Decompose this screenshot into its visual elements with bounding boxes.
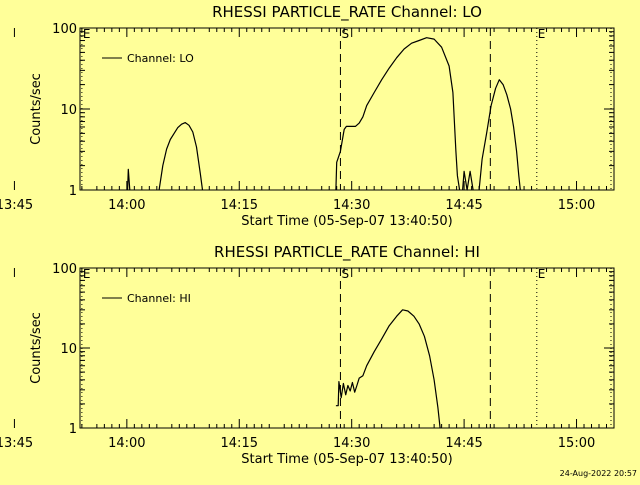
panel2-event-marker-label: S <box>341 267 349 281</box>
panel1-chart-title: RHESSI PARTICLE_RATE Channel: LO <box>212 3 482 22</box>
panel1-x-tick-label: 14:15 <box>221 198 258 213</box>
panel1-event-marker-label: E <box>83 27 91 41</box>
panel2-y-tick-label: 100 <box>52 262 77 277</box>
panel1-series-line <box>335 37 461 191</box>
panel1-series-line <box>462 170 474 191</box>
panel1-series-line <box>127 168 131 191</box>
panel1-y-axis-label: Counts/sec <box>29 73 44 145</box>
panel2-y-tick-label: 1 <box>69 422 77 437</box>
panel1-x-tick-label: 13:45 <box>0 198 33 213</box>
panel1-x-tick-label: 14:30 <box>333 198 370 213</box>
timestamp: 24-Aug-2022 20:57 <box>560 469 637 478</box>
panel2-x-tick-label: 14:15 <box>221 436 258 451</box>
panel1-x-tick-label: 14:45 <box>445 198 482 213</box>
panel2-event-marker-label: E <box>538 267 546 281</box>
panel1-series-line <box>478 79 521 191</box>
panel2-x-tick-label: 14:30 <box>333 436 370 451</box>
panel2-event-marker-label: E <box>83 267 91 281</box>
panel2-x-tick-label: 14:45 <box>445 436 482 451</box>
panel2-y-tick-label: 10 <box>60 342 77 357</box>
panel2-y-axis-label: Counts/sec <box>29 312 44 384</box>
panel1-y-tick-label: 10 <box>60 103 77 118</box>
panel2-x-tick-label: 14:00 <box>108 436 145 451</box>
panel1-event-marker-label: E <box>538 27 546 41</box>
panel2-legend-label: Channel: HI <box>127 292 191 305</box>
panel1-y-tick-label: 1 <box>69 184 77 199</box>
panel1-legend-label: Channel: LO <box>127 52 194 65</box>
panel1-x-tick-label: 15:00 <box>558 198 595 213</box>
panel2-series-line <box>335 309 441 429</box>
panel2-x-axis-label: Start Time (05-Sep-07 13:40:50) <box>241 452 452 467</box>
panel1-y-tick-label: 100 <box>52 22 77 37</box>
panel1-series-line <box>158 121 204 191</box>
panel1-event-marker-label: S <box>341 27 349 41</box>
panel1-x-tick-label: 14:00 <box>108 198 145 213</box>
panel2-x-tick-label: 13:45 <box>0 436 33 451</box>
panel2-chart-title: RHESSI PARTICLE_RATE Channel: HI <box>214 243 480 262</box>
panel2-x-tick-label: 15:00 <box>558 436 595 451</box>
panel1-x-axis-label: Start Time (05-Sep-07 13:40:50) <box>241 214 452 229</box>
